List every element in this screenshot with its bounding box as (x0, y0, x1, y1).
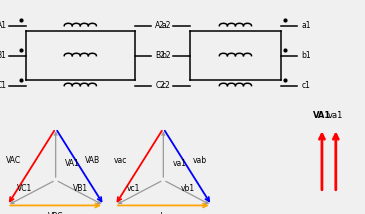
Text: vbc: vbc (157, 212, 170, 214)
Text: B2: B2 (155, 51, 165, 60)
Text: VAB: VAB (85, 156, 100, 165)
Text: va1: va1 (328, 111, 343, 120)
Text: VC1: VC1 (17, 184, 32, 193)
Text: VA1: VA1 (65, 159, 80, 168)
Text: c1: c1 (301, 81, 310, 90)
Text: vac: vac (114, 156, 127, 165)
Text: VAC: VAC (5, 156, 21, 165)
Text: c2: c2 (162, 81, 171, 90)
Text: a1: a1 (301, 21, 311, 30)
Text: b2: b2 (161, 51, 171, 60)
Text: C1: C1 (0, 81, 7, 90)
Text: VB1: VB1 (73, 184, 88, 193)
Text: VBC: VBC (48, 212, 64, 214)
Text: vab: vab (193, 156, 207, 165)
Text: A1: A1 (0, 21, 7, 30)
Text: va1: va1 (173, 159, 187, 168)
Text: b1: b1 (301, 51, 311, 60)
Text: VA1: VA1 (313, 111, 331, 120)
Text: B1: B1 (0, 51, 7, 60)
Text: vc1: vc1 (127, 184, 140, 193)
Text: a2: a2 (161, 21, 171, 30)
Text: A2: A2 (155, 21, 165, 30)
Text: C2: C2 (155, 81, 165, 90)
Text: vb1: vb1 (181, 184, 195, 193)
